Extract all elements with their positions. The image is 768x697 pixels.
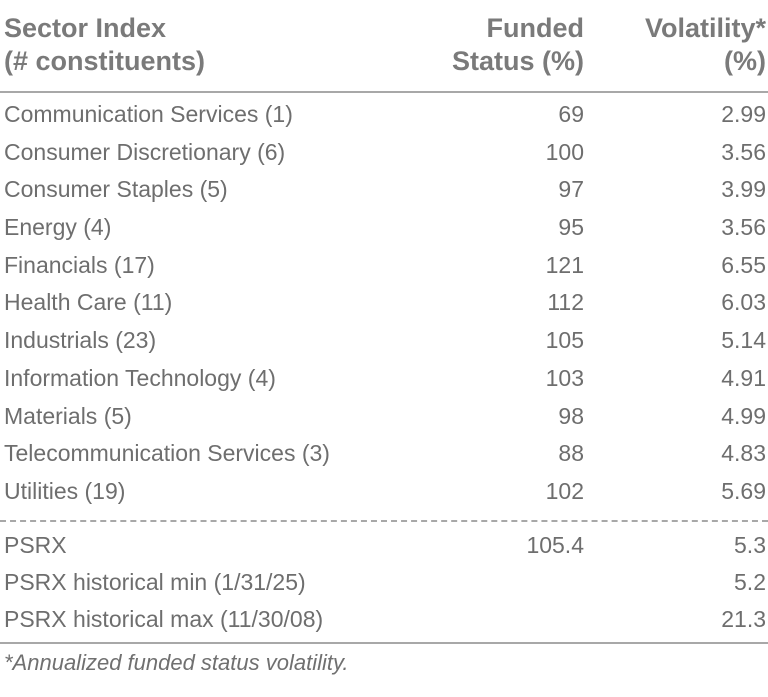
volatility-value: 4.83 bbox=[721, 440, 766, 467]
volatility-value: 6.55 bbox=[721, 251, 766, 278]
sector-name: Utilities (19) bbox=[4, 477, 126, 504]
volatility-value: 5.69 bbox=[721, 477, 766, 504]
header-funded-line1: Funded bbox=[486, 13, 584, 43]
sector-name: Energy (4) bbox=[4, 214, 112, 241]
funded-status-value: 105 bbox=[545, 327, 584, 354]
funded-status-value: 69 bbox=[558, 101, 584, 127]
table-row: Consumer Discretionary (6) 100 3.56 bbox=[0, 134, 768, 172]
table-row: Telecommunication Services (3) 88 4.83 bbox=[0, 435, 768, 473]
header-volatility: Volatility* (%) bbox=[566, 12, 766, 78]
summary-divider bbox=[0, 520, 768, 522]
header-vol-line1: Volatility* bbox=[644, 13, 766, 43]
sector-name: Health Care (11) bbox=[4, 289, 173, 316]
table-row: Health Care (11) 112 6.03 bbox=[0, 284, 768, 322]
volatility-value: 21.3 bbox=[721, 606, 766, 632]
funded-status-value: 102 bbox=[545, 477, 584, 504]
volatility-value: 4.91 bbox=[721, 364, 766, 391]
header-divider bbox=[0, 91, 768, 93]
summary-name: PSRX historical max (11/30/08) bbox=[4, 606, 324, 632]
funded-status-value: 112 bbox=[547, 289, 584, 316]
volatility-value: 3.56 bbox=[721, 138, 766, 165]
sector-name: Communication Services (1) bbox=[4, 101, 293, 127]
sector-name: Industrials (23) bbox=[4, 327, 157, 354]
sector-name: Financials (17) bbox=[4, 251, 155, 278]
funded-status-value: 88 bbox=[558, 440, 584, 467]
summary-name: PSRX bbox=[4, 532, 67, 558]
volatility-value: 5.14 bbox=[721, 327, 766, 354]
table-bottom-rule bbox=[0, 642, 768, 644]
table-row: PSRX historical max (11/30/08) 21.3 bbox=[0, 601, 768, 638]
table-row: Information Technology (4) 103 4.91 bbox=[0, 360, 768, 398]
funded-status-value: 103 bbox=[545, 364, 584, 391]
volatility-value: 4.99 bbox=[721, 402, 766, 429]
volatility-value: 6.03 bbox=[721, 289, 766, 316]
header-vol-line2: (%) bbox=[724, 46, 766, 76]
funded-status-value: 100 bbox=[545, 138, 584, 165]
table-row: Energy (4) 95 3.56 bbox=[0, 209, 768, 247]
header-funded-status: Funded Status (%) bbox=[364, 12, 584, 78]
table-row: Financials (17) 121 6.55 bbox=[0, 247, 768, 285]
volatility-value: 3.56 bbox=[721, 214, 766, 241]
sector-rows: Communication Services (1) 69 2.99 Consu… bbox=[0, 96, 768, 511]
funded-status-value: 97 bbox=[558, 176, 584, 203]
table-row: Consumer Staples (5) 97 3.99 bbox=[0, 171, 768, 209]
funded-status-value: 95 bbox=[558, 214, 584, 241]
volatility-value: 2.99 bbox=[721, 101, 766, 127]
summary-name: PSRX historical min (1/31/25) bbox=[4, 569, 306, 595]
header-sector-line2: (# constituents) bbox=[4, 46, 206, 76]
sector-name: Materials (5) bbox=[4, 402, 132, 429]
summary-rows: PSRX 105.4 5.3 PSRX historical min (1/31… bbox=[0, 527, 768, 638]
table-row: Utilities (19) 102 5.69 bbox=[0, 473, 768, 511]
table-row: Industrials (23) 105 5.14 bbox=[0, 322, 768, 360]
sector-name: Telecommunication Services (3) bbox=[4, 440, 330, 467]
sector-name: Consumer Staples (5) bbox=[4, 176, 228, 203]
volatility-value: 5.2 bbox=[734, 569, 766, 595]
table-row: PSRX historical min (1/31/25) 5.2 bbox=[0, 564, 768, 601]
table-header: Sector Index (# constituents) Funded Sta… bbox=[0, 10, 768, 88]
table-row: PSRX 105.4 5.3 bbox=[0, 527, 768, 564]
footnote: *Annualized funded status volatility. bbox=[4, 650, 349, 675]
table-row: Communication Services (1) 69 2.99 bbox=[0, 96, 768, 134]
sector-name: Consumer Discretionary (6) bbox=[4, 138, 286, 165]
volatility-value: 3.99 bbox=[721, 176, 766, 203]
funded-status-value: 121 bbox=[545, 251, 584, 278]
funded-status-value: 98 bbox=[558, 402, 584, 429]
funded-status-value: 105.4 bbox=[526, 532, 584, 558]
header-funded-line2: Status (%) bbox=[451, 46, 584, 76]
sector-name: Information Technology (4) bbox=[4, 364, 276, 391]
volatility-value: 5.3 bbox=[734, 532, 766, 558]
table-row: Materials (5) 98 4.99 bbox=[0, 398, 768, 436]
header-sector-line1: Sector Index bbox=[4, 13, 167, 43]
header-sector-index: Sector Index (# constituents) bbox=[4, 12, 304, 78]
